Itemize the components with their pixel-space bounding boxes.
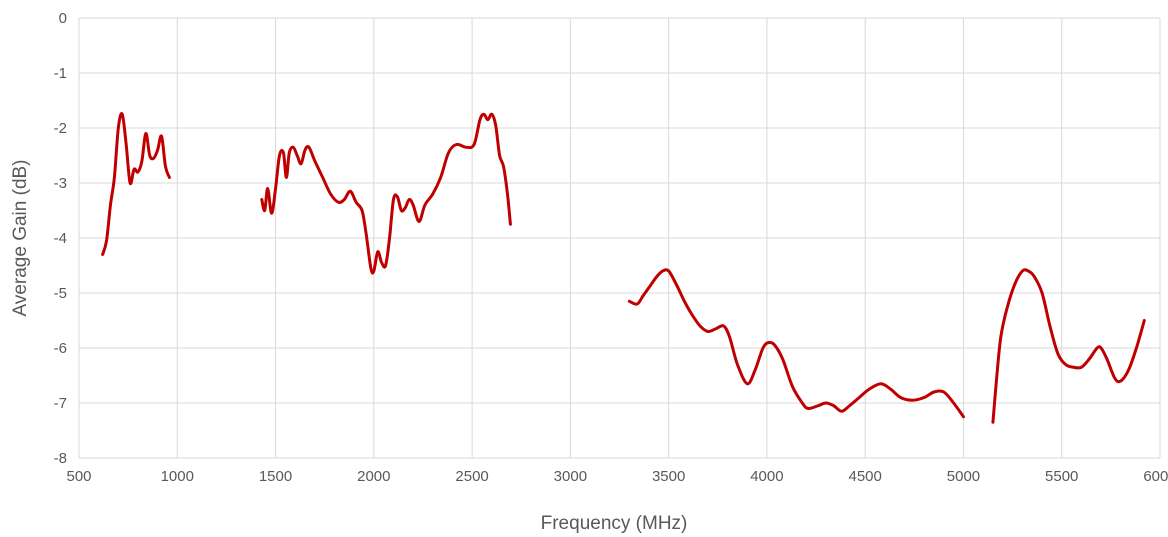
series-line-segment-4 [991, 268, 1146, 424]
x-tick-label: 4500 [848, 468, 881, 485]
x-tick-label: 4000 [750, 468, 783, 485]
y-tick-label: 0 [59, 10, 67, 27]
y-axis-title: Average Gain (dB) [10, 159, 31, 316]
y-tick-label: -3 [54, 175, 67, 192]
x-tick-label: 3000 [554, 468, 587, 485]
x-axis-title: Frequency (MHz) [541, 513, 688, 534]
x-tick-label: 5500 [1045, 468, 1078, 485]
x-tick-label: 500 [66, 468, 91, 485]
series-line-segment-3 [627, 268, 965, 419]
x-tick-label: 3500 [652, 468, 685, 485]
y-tick-label: -1 [54, 65, 67, 82]
grid [78, 17, 1161, 459]
x-tick-label: 1500 [259, 468, 292, 485]
series-line-segment-1 [101, 112, 171, 256]
x-tick-label: 1000 [161, 468, 194, 485]
y-tick-label: -2 [54, 120, 67, 137]
y-tick-label: -7 [54, 395, 67, 412]
x-tick-label: 2000 [357, 468, 390, 485]
y-tick-label: -4 [54, 230, 67, 247]
y-tick-label: -5 [54, 285, 67, 302]
x-tick-label: 6000 [1143, 468, 1168, 485]
y-tick-label: -8 [54, 450, 67, 467]
plot-area [101, 112, 1146, 424]
x-tick-label: 2500 [455, 468, 488, 485]
x-tick-label: 5000 [947, 468, 980, 485]
series-line-segment-2 [260, 112, 512, 275]
y-tick-label: -6 [54, 340, 67, 357]
